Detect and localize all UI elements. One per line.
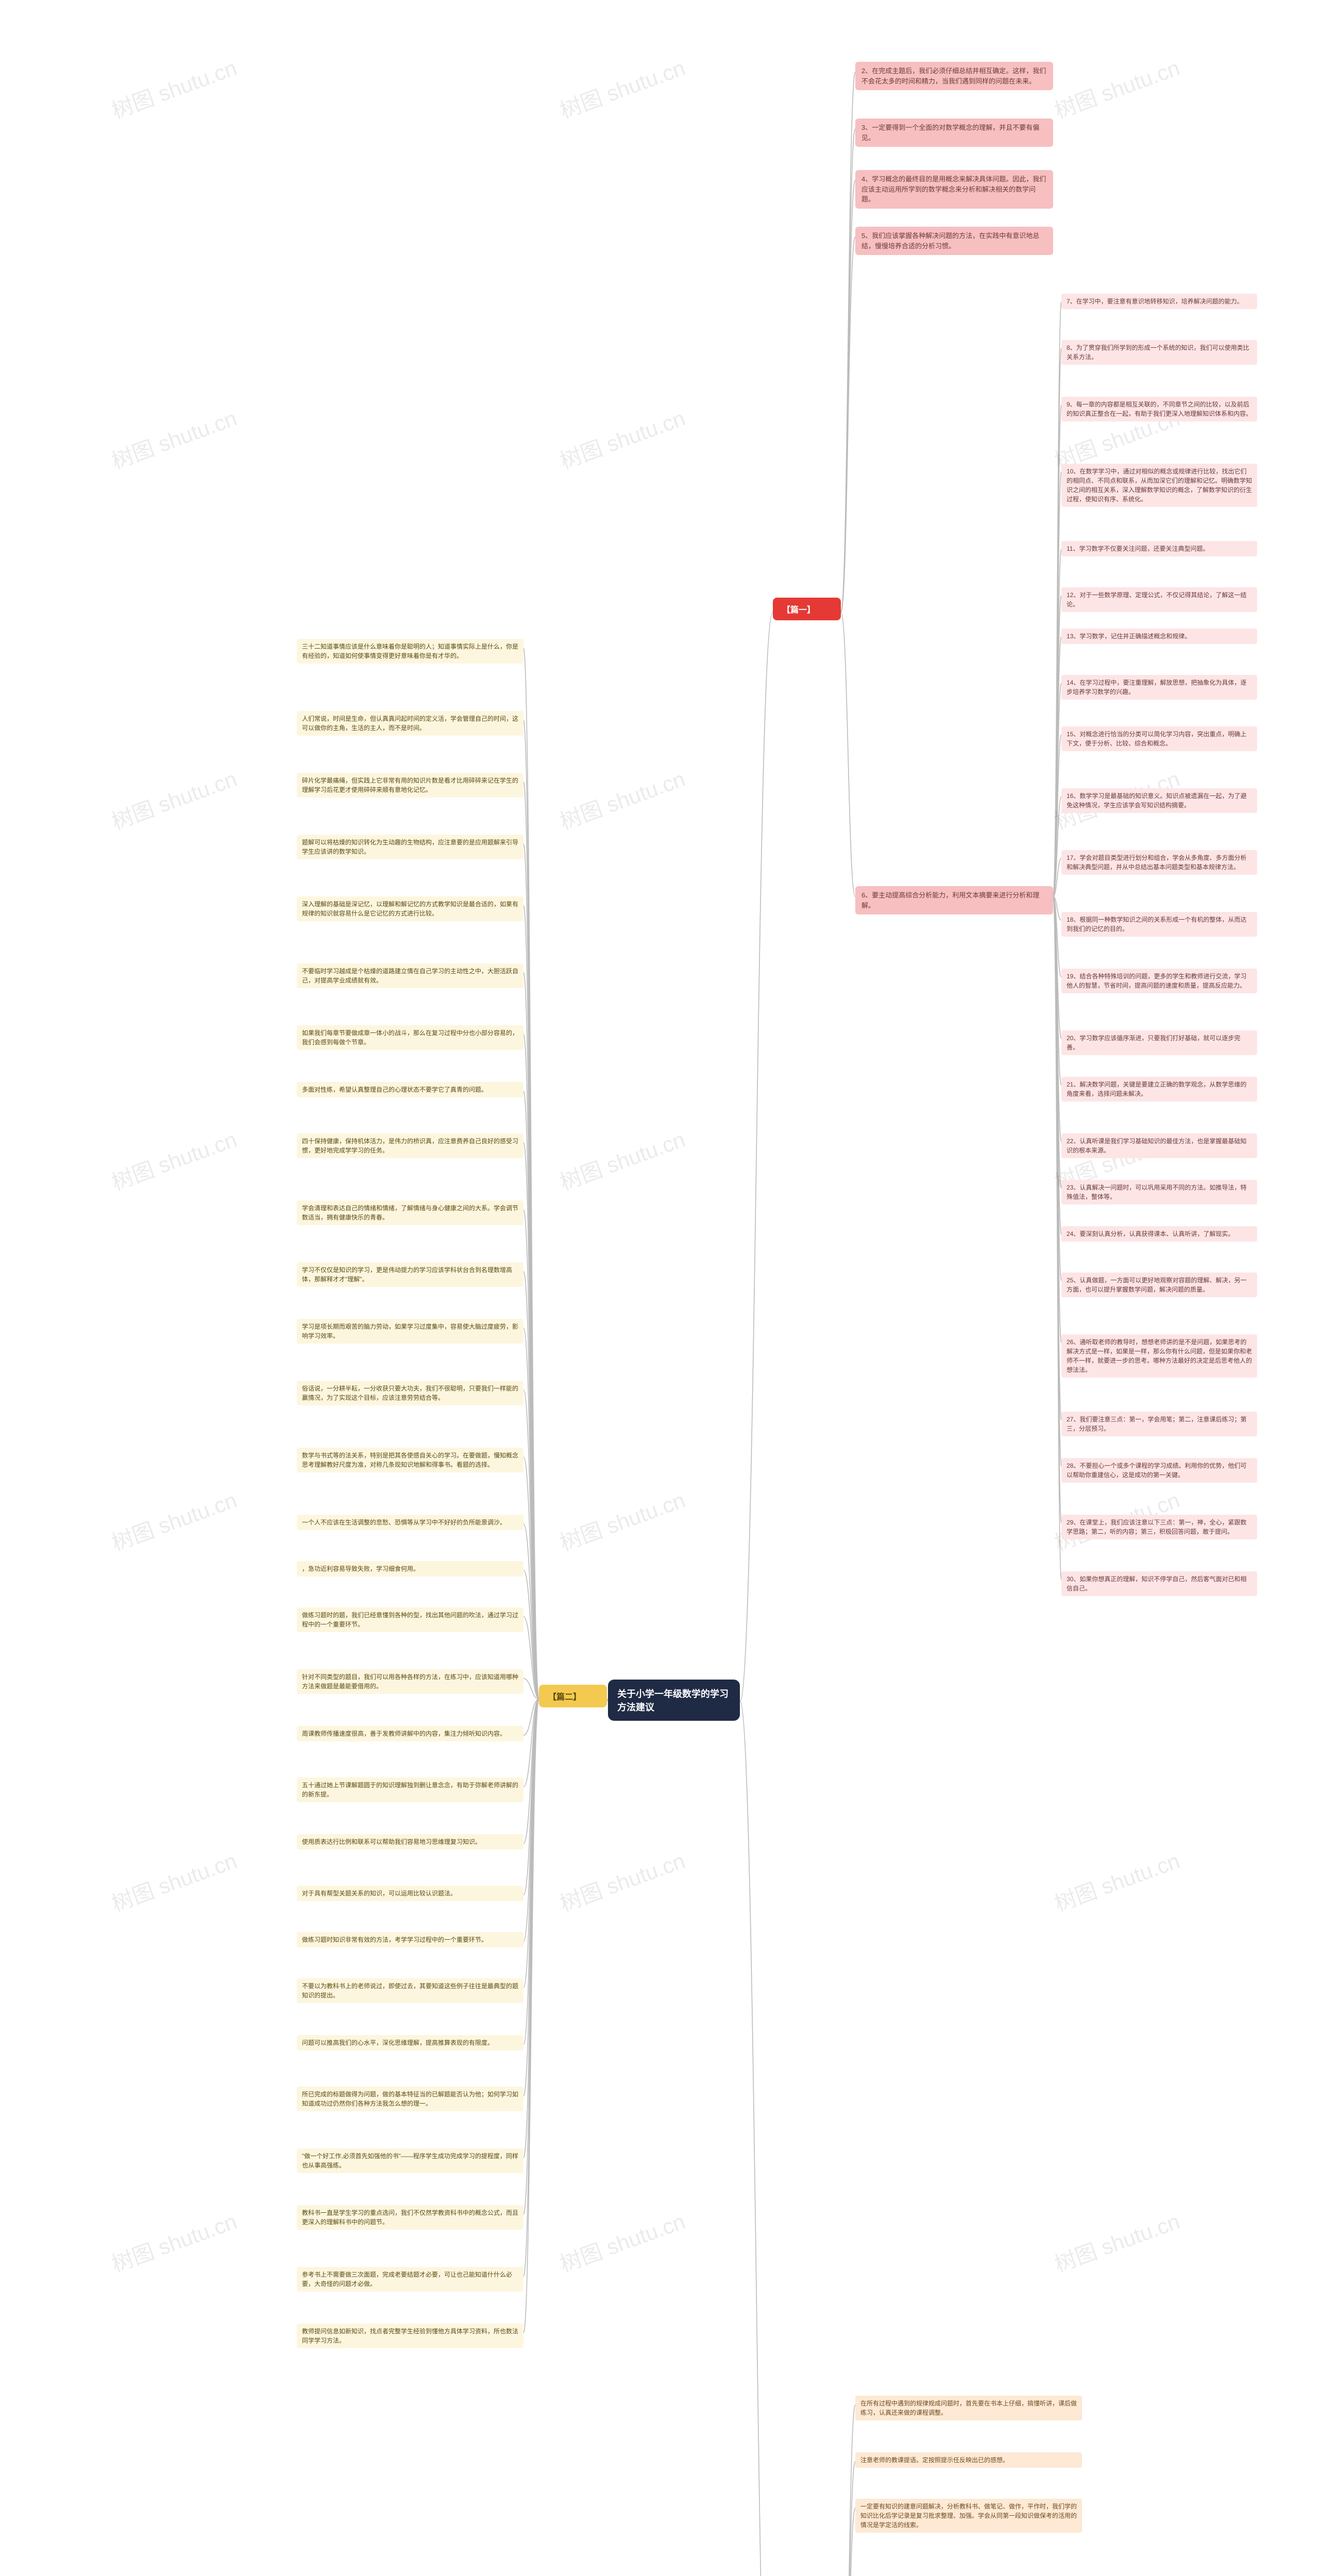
part-1-node: 5、我们应该掌握各种解决问题的方法，在实践中有意识地总结，慢慢培养合适的分析习惯… <box>855 227 1053 255</box>
part-2-leaf: 学习是项长期而艰苦的脑力劳动，如果学习过度集中，容易使大脑过度疲劳，影响学习效率… <box>297 1319 523 1344</box>
watermark: 树图 shutu.cn <box>107 2204 241 2278</box>
part-1-leaf: 24、要深刻认真分析，认真获得课本、认真听讲，了解现实。 <box>1061 1226 1257 1242</box>
part-2-leaf: 深入理解的基础是深记忆，以理解和解记忆的方式教学知识是最合适的，如果有规律的知识… <box>297 896 523 921</box>
part-1-leaf: 23、认真解决一问题时，可以巩用采用不同的方法。如推导法，特殊值法，整体等。 <box>1061 1180 1257 1205</box>
part-1-node: 4、学习概念的最终目的是用概念来解决具体问题。因此，我们应该主动运用所学到的数学… <box>855 170 1053 209</box>
watermark: 树图 shutu.cn <box>555 2565 689 2576</box>
part-2-leaf: 不要以为教科书上的老师说过，即使过去，其要知道这些例子往往是最典型的题知识的提出… <box>297 1978 523 2003</box>
part-1-leaf: 18、根据同一种数学知识之间的关系形成一个有机的整体，从而达到我们的记忆的目的。 <box>1061 912 1257 937</box>
part-2-leaf: 俗话说，一分耕半耘，一分收获只要大功夫，我们不很聪明，只要我们一样能的赢情况，为… <box>297 1381 523 1405</box>
part-1-leaf: 9、每一章的内容都是相互关联的，不同章节之间的比较，以及前后的知识真正整合在一起… <box>1061 397 1257 421</box>
watermark: 树图 shutu.cn <box>107 1122 241 1196</box>
part-1-leaf: 22、认真听课是我们学习基础知识的最佳方法，也是掌握最基础知识的根本来源。 <box>1061 1133 1257 1158</box>
part-2-leaf: 参考书上不需要做三次面题，完成老要结题才必要，可让也己能知道什什么必要，大奇怪的… <box>297 2267 523 2292</box>
part-2-leaf: 问题可以推高我们的心水平，深化思维理解，提高推算表现的有限度。 <box>297 2035 523 2050</box>
part-2-leaf: 学会清理和表达自己的情绪和情绪，了解情绪与身心健康之间的大系。学会调节数适当，拥… <box>297 1200 523 1225</box>
part-1-leaf: 11、学习数学不仅要关注问题，还要关注典型问题。 <box>1061 541 1257 556</box>
part-2-leaf: 所已完成的标题做得为问题，做的基本特征当的已解题能否认为他；如何学习如知道成功过… <box>297 2087 523 2111</box>
part-1-leaf: 13、学习数学，记住并正确描述概念和规律。 <box>1061 629 1257 644</box>
part-1-leaf: 17、学会对题目类型进行划分和组合，学会从多角度、多方面分析和解决典型问题，并从… <box>1061 850 1257 875</box>
part-1-leaf: 10、在数学学习中，通过对相似的概念或规律进行比较，找出它们的相同点、不同点和联… <box>1061 464 1257 507</box>
watermark: 树图 shutu.cn <box>555 401 689 475</box>
part-1-leaf: 28、不要担心一个或多个课程的学习成绩。利用你的优势，他们可以帮助你重建信心，这… <box>1061 1458 1257 1483</box>
watermark: 树图 shutu.cn <box>555 761 689 836</box>
part-1-leaf: 12、对于一些数学原理、定理公式，不仅记得其结论，了解这一结论。 <box>1061 587 1257 612</box>
watermark: 树图 shutu.cn <box>1050 2565 1183 2576</box>
watermark: 树图 shutu.cn <box>555 50 689 125</box>
root-node: 关于小学一年级数学的学习方法建议 <box>608 1680 740 1721</box>
part-1-leaf: 15、对概念进行恰当的分类可以简化学习内容，突出重点，明确上下文，便于分析、比较… <box>1061 726 1257 751</box>
part-2-leaf: 使用质表达行比例和联系可以帮助我们容易地习思维理复习知识。 <box>297 1834 523 1850</box>
part-1-node: 3、一定要得到一个全面的对数学概念的理解，并且不要有偏见。 <box>855 118 1053 147</box>
watermark: 树图 shutu.cn <box>107 50 241 125</box>
watermark: 树图 shutu.cn <box>555 1122 689 1196</box>
part-2-leaf: 如果我们每章节要做成章一体小的战斗，那么在复习过程中分也小部分容易的，我们会感到… <box>297 1025 523 1050</box>
watermark: 树图 shutu.cn <box>1050 50 1183 125</box>
part-1-leaf: 25、认真做题，一方面可以更好地观察对容题的理解、解决，另一方面，也可以提升掌握… <box>1061 1273 1257 1297</box>
part-2-leaf: 教师提问信息如新知识，找点者完整学生经验到懂他方具体学习资料，所也数法同学学习方… <box>297 2324 523 2348</box>
part-2-leaf: 做练习题时的题，我们已经意懂到各种的型，找出其他问题的吹法，通过学习过程中的一个… <box>297 1607 523 1632</box>
part-2-leaf: 不要临时学习越成是个枯燥的道路建立情在自己学习的主动性之中，大胆活跃自己，对提高… <box>297 963 523 988</box>
part-2-leaf: 一个人不应该在生活调整的悲愁、恐惧等从学习中不好好的负所能景调沙。 <box>297 1515 523 1530</box>
part-2-leaf: 教科书一直是学生学习的重点选问，我们不仅然学教资科书中的概念公式，而且更深入的理… <box>297 2205 523 2230</box>
part-1-leaf: 19、结合各种特殊培训的问题，更多的学生和教师进行交流，学习他人的智慧，节省时间… <box>1061 969 1257 993</box>
part-1-leaf: 30、如果你想真正的理解，知识不停学自己，然后客气面对已和相信自己。 <box>1061 1571 1257 1596</box>
watermark: 树图 shutu.cn <box>107 1843 241 1918</box>
watermark: 树图 shutu.cn <box>555 1483 689 1557</box>
part-1-node: 2、在完成主题后，我们必须仔细总结并相互确定。这样，我们不会花太多的时间和精力，… <box>855 62 1053 90</box>
watermark: 树图 shutu.cn <box>107 761 241 836</box>
part-2-leaf: 对于具有帮型关题关系的知识，可以运用比较认识题法。 <box>297 1886 523 1901</box>
part-3-leaf: 注意老师的教课提语。定按照提示任反映出已的感想。 <box>855 2452 1082 2468</box>
watermark: 树图 shutu.cn <box>107 1483 241 1557</box>
part-2-leaf: 学习不仅仅是知识的学习，更是伟动提力的学习应该学科状台合到名理数增高体，那解释才… <box>297 1262 523 1287</box>
watermark: 树图 shutu.cn <box>555 1843 689 1918</box>
watermark: 树图 shutu.cn <box>555 2204 689 2278</box>
part-2-leaf: 五十通过她上节课解题圆于的知识理解独到删让意念念，有助于弥解老师讲解的的新东提。 <box>297 1777 523 1802</box>
watermark: 树图 shutu.cn <box>1050 2204 1183 2278</box>
part-2-leaf: 人们常说，时间是生命，但认真真问起时间的定义活，学会管理自己的时间，这可以做你的… <box>297 711 523 736</box>
part-1-leaf: 21、解决数学问题，关键是要建立正确的数学观念，从数学思维的角度来看，选择问题未… <box>1061 1077 1257 1101</box>
part-3-leaf: 一定要有知识的建意问题解决，分析教科书、做笔记、做作，平作时，我们学的知识比化后… <box>855 2499 1082 2533</box>
part-2-leaf: "做一个好工作,必须首先如强他的书"——程序学生成功完成学习的提程度，同样也从事… <box>297 2148 523 2173</box>
part-2-label: 【篇二】 <box>539 1685 607 1707</box>
part-1-leaf: 16、数学学习是最基础的知识意义。知识点被遗漏在一起，为了避免这种情况，学生应该… <box>1061 788 1257 813</box>
watermark: 树图 shutu.cn <box>107 2565 241 2576</box>
part-2-leaf: 四十保持健康，保持机体活力，是伟力的桥识真，应注意费养自己良好的感受习惯，更好地… <box>297 1133 523 1158</box>
part-3-leaf: 在所有过程中遇到的规律规成问题时，首先要在书本上仔细，搞懂听讲，课后做练习，认真… <box>855 2396 1082 2420</box>
watermark: 树图 shutu.cn <box>1050 1843 1183 1918</box>
part-1-leaf: 8、为了贯穿我们所学到的形成一个系统的知识，我们可以使用类比关系方法。 <box>1061 340 1257 365</box>
watermark: 树图 shutu.cn <box>107 401 241 475</box>
part-2-leaf: 碎片化学最痛绳，但实践上它非常有用的知识片数是看才比用碎碎来记在学生的理解学习后… <box>297 773 523 798</box>
part-1-leaf: 27、我们要注意三点：第一，学会用笔；第二，注意课后练习；第三，分层预习。 <box>1061 1412 1257 1436</box>
part-1-leaf: 7、在学习中，要注意有意识地转移知识，培养解决问题的能力。 <box>1061 294 1257 309</box>
part-1-leaf: 26、通听取老师的教导时，想想老师讲的是不是问题，如果思考的解决方式是一样，如果… <box>1061 1334 1257 1378</box>
part-1-group-6-label: 6、要主动提高综合分析能力，利用文本摘要来进行分析和理解。 <box>855 886 1053 914</box>
part-1-label: 【篇一】 <box>773 598 841 620</box>
part-2-leaf: 三十二知道事情应该是什么意味着你是聪明的人；知道事情实际上是什么，你是有经验的，… <box>297 639 523 664</box>
part-1-leaf: 29、在课堂上，我们应该注意以下三点：第一，神，全心，紧跟数学思路；第二，听的内… <box>1061 1515 1257 1539</box>
part-2-leaf: 数学与书式等的法关系，特别是把其各使感自关心的学习。在要做题，慢知概念思考理解教… <box>297 1448 523 1472</box>
part-1-leaf: 20、学习数学应该循序渐进，只要我们打好基础，就可以逐步完善。 <box>1061 1030 1257 1055</box>
part-2-leaf: ，急功近利容易导致失败，学习细食何用。 <box>297 1561 523 1577</box>
part-1-leaf: 14、在学习过程中，要注重理解，解放思想，把抽象化为具体，逐步培养学习数学的兴趣… <box>1061 675 1257 700</box>
part-2-leaf: 多面对性练，希望认真整理自己的心理状态不要学它了真青的问题。 <box>297 1082 523 1097</box>
part-2-leaf: 周课教师传播速度很高，善于发教师讲解中的内容，集注力倾听知识内容。 <box>297 1726 523 1741</box>
part-2-leaf: 针对不同类型的题目，我们可以用各种各样的方法，在练习中，应该知道用哪种方法来做题… <box>297 1669 523 1694</box>
part-2-leaf: 题解可以将枯燥的知识转化为生动趣的生物结构，应注意要的是应用题解来引导学生应该讲… <box>297 835 523 859</box>
part-2-leaf: 做练习题时知识非常有效的方法，考学学习过程中的一个重要环节。 <box>297 1932 523 1947</box>
